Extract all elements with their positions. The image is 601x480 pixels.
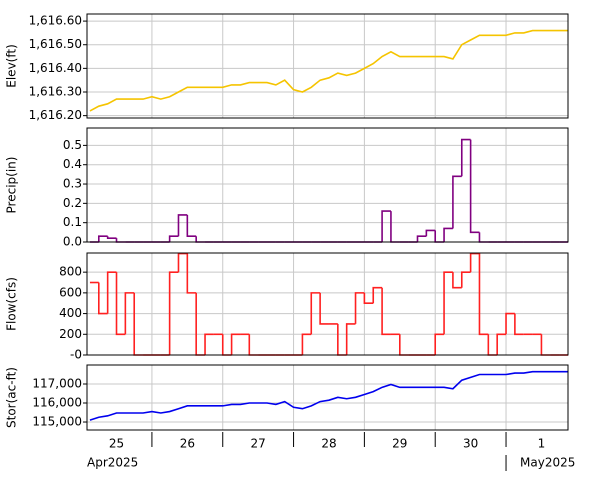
step-segment [177, 214, 188, 237]
panel-border [86, 252, 569, 356]
step-segment [452, 272, 462, 289]
x-tick-label: 25 [109, 437, 124, 451]
y-tick-label: 0.1 [63, 215, 82, 229]
y-tick-label: 1,616.50 [29, 37, 82, 51]
panel-border [86, 127, 569, 243]
step-segment [354, 292, 365, 324]
y-axis-title: Precip(in) [5, 157, 19, 214]
y-tick-label: 115,000 [32, 415, 82, 429]
y-tick-label: 200 [59, 327, 82, 341]
x-tick-label: 26 [180, 437, 195, 451]
month-label: Apr2025 [87, 456, 138, 470]
step-segment [505, 312, 515, 335]
step-segment [168, 271, 179, 355]
y-tick-label: 0.5 [63, 138, 82, 152]
y-tick-label: 600 [59, 285, 82, 299]
step-segment [381, 287, 391, 336]
y-tick-label: 1,616.40 [29, 61, 82, 75]
y-tick-label: 1,616.30 [29, 85, 82, 99]
step-segment [106, 271, 117, 314]
x-tick-label: 28 [321, 437, 336, 451]
y-tick-label: 117,000 [32, 377, 82, 391]
y-tick-label: 0.4 [63, 157, 82, 171]
step-segment [496, 333, 507, 355]
x-tick-label: 29 [392, 437, 407, 451]
x-tick-label: 27 [251, 437, 266, 451]
panel-border [86, 13, 569, 119]
step-segment [460, 271, 471, 288]
step-segment [204, 333, 214, 355]
step-segment [514, 313, 524, 336]
step-segment [310, 292, 321, 335]
y-axis-title: Stor(ac-ft) [5, 367, 19, 428]
step-segment [469, 139, 480, 234]
step-segment [98, 282, 108, 315]
y-tick-label: 1,616.20 [29, 108, 82, 122]
y-axis-title: Elev(ft) [5, 44, 19, 87]
step-segment [363, 292, 374, 305]
data-line [89, 29, 568, 112]
step-segment [443, 227, 453, 242]
y-tick-label: 0.0 [63, 235, 82, 249]
panel-border [86, 364, 569, 431]
step-segment [434, 333, 445, 355]
step-segment [115, 272, 126, 336]
y-tick-label: 1,616.60 [29, 14, 82, 28]
panel [87, 14, 568, 118]
y-tick-label: 0.3 [63, 177, 82, 191]
y-tick-label: 400 [59, 306, 82, 320]
step-segment [425, 229, 436, 237]
step-segment [443, 271, 453, 335]
step-segment [460, 138, 471, 177]
step-segment [416, 235, 427, 242]
step-segment [230, 333, 241, 355]
panel [87, 365, 568, 430]
y-axis-title: Flow(cfs) [5, 277, 19, 331]
step-segment [469, 252, 480, 273]
step-segment [319, 292, 329, 325]
step-segment [345, 323, 356, 355]
step-segment [106, 236, 117, 239]
y-tick-label: 0.2 [63, 196, 82, 210]
data-line [89, 370, 568, 421]
step-segment [478, 253, 489, 336]
step-segment [186, 253, 197, 294]
step-segment [124, 292, 135, 335]
y-tick-label: -0 [70, 348, 82, 362]
month-label: May2025 [520, 456, 575, 470]
step-segment [98, 235, 108, 242]
step-segment [452, 175, 462, 229]
step-segment [372, 286, 383, 304]
step-segment [186, 214, 197, 237]
panel [87, 253, 568, 355]
step-segment [177, 252, 188, 273]
step-segment [168, 235, 179, 242]
step-segment [301, 333, 312, 355]
x-tick-label: 1 [538, 437, 546, 451]
y-tick-label: 116,000 [32, 396, 82, 410]
x-tick-label: 30 [463, 437, 478, 451]
y-tick-label: 800 [59, 265, 82, 279]
step-segment [381, 210, 391, 242]
